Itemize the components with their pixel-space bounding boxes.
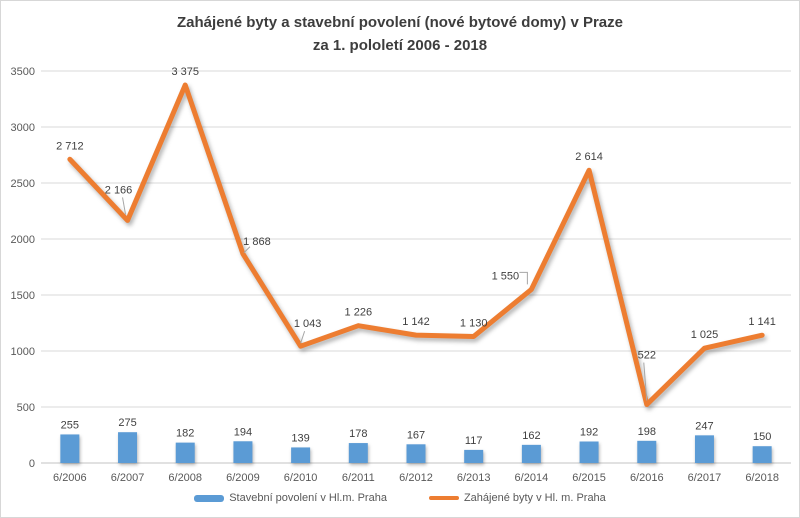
y-axis-tick-label: 1000 <box>11 346 35 358</box>
label-leader-line <box>643 362 648 401</box>
x-axis-tick-label: 6/2011 <box>342 472 375 484</box>
x-axis-tick-label: 6/2016 <box>630 472 664 484</box>
chart-title: Zahájené byty a stavební povolení (nové … <box>1 11 799 57</box>
legend-item-bars: Stavební povolení v Hl.m. Praha <box>194 492 387 504</box>
legend: Stavební povolení v Hl.m. Praha Zahájené… <box>1 492 799 504</box>
bar-value-label: 150 <box>753 431 771 443</box>
line-data-label: 1 025 <box>691 329 719 341</box>
bar-value-label: 167 <box>407 429 425 441</box>
bar <box>694 435 714 463</box>
x-axis-tick-label: 6/2013 <box>457 472 491 484</box>
line-data-label: 1 142 <box>402 316 430 328</box>
legend-item-line: Zahájené byty v Hl. m. Praha <box>428 492 606 504</box>
bar <box>60 434 80 463</box>
bar-value-label: 255 <box>61 419 79 431</box>
bar-value-label: 247 <box>695 420 713 432</box>
bar <box>118 432 138 463</box>
line-data-label: 2 614 <box>575 151 603 163</box>
y-axis-tick-label: 500 <box>17 402 35 414</box>
line-data-label: 2 712 <box>56 140 84 152</box>
bar <box>521 444 541 463</box>
line-data-label: 1 043 <box>294 318 322 330</box>
x-axis-tick-label: 6/2008 <box>168 472 202 484</box>
bar <box>406 444 426 463</box>
line-data-label: 2 166 <box>105 184 133 196</box>
y-axis-tick-label: 3500 <box>11 66 35 78</box>
bar <box>579 441 599 463</box>
legend-marker-bar-icon <box>194 494 225 502</box>
bar <box>175 442 195 463</box>
line-data-label: 522 <box>638 350 656 362</box>
x-axis-tick-label: 6/2014 <box>515 472 549 484</box>
y-axis-tick-label: 2000 <box>11 234 35 246</box>
line-data-label: 1 130 <box>460 317 488 329</box>
bar <box>233 441 253 463</box>
bar-value-label: 178 <box>349 428 367 440</box>
x-axis-tick-label: 6/2012 <box>399 472 433 484</box>
label-leader-line <box>243 246 251 254</box>
bar-value-label: 275 <box>118 417 136 429</box>
x-axis-tick-label: 6/2015 <box>572 472 606 484</box>
legend-label-line: Zahájené byty v Hl. m. Praha <box>463 492 606 504</box>
legend-label-bars: Stavební povolení v Hl.m. Praha <box>229 492 387 504</box>
bar-value-label: 192 <box>580 426 598 438</box>
y-axis-tick-label: 1500 <box>11 290 35 302</box>
x-axis-tick-label: 6/2010 <box>284 472 318 484</box>
x-axis-tick-label: 6/2006 <box>53 472 87 484</box>
bar-value-label: 162 <box>522 430 540 442</box>
line-data-label: 1 868 <box>243 236 271 248</box>
chart-title-line1: Zahájené byty a stavební povolení (nové … <box>177 14 623 31</box>
bar <box>291 447 311 463</box>
label-leader-line <box>300 331 306 344</box>
line-data-label: 3 375 <box>171 66 199 78</box>
legend-marker-line-icon <box>428 496 459 500</box>
line-series <box>67 82 765 408</box>
x-axis-tick-label: 6/2007 <box>111 472 145 484</box>
bar <box>348 443 368 463</box>
bar-value-label: 194 <box>234 426 252 438</box>
bar <box>752 446 772 463</box>
chart-title-line2: za 1. pololetí 2006 - 2018 <box>312 37 488 54</box>
y-axis-tick-label: 2500 <box>11 178 35 190</box>
y-axis-tick-label: 0 <box>29 458 35 470</box>
x-axis-tick-label: 6/2018 <box>745 472 779 484</box>
x-axis-tick-label: 6/2017 <box>688 472 722 484</box>
label-leader-line <box>122 197 127 215</box>
x-axis-tick-label: 6/2009 <box>226 472 260 484</box>
bar <box>637 440 657 463</box>
bar-value-label: 182 <box>176 428 194 440</box>
label-leader-line <box>519 271 528 285</box>
bar <box>464 449 484 463</box>
line-data-label: 1 141 <box>748 316 776 328</box>
line-data-label: 1 226 <box>345 307 373 319</box>
bar-value-label: 117 <box>465 435 483 447</box>
y-axis-tick-label: 3000 <box>11 122 35 134</box>
line-data-label: 1 550 <box>492 270 520 282</box>
bar-value-label: 139 <box>291 432 309 444</box>
bar-value-label: 198 <box>638 426 656 438</box>
